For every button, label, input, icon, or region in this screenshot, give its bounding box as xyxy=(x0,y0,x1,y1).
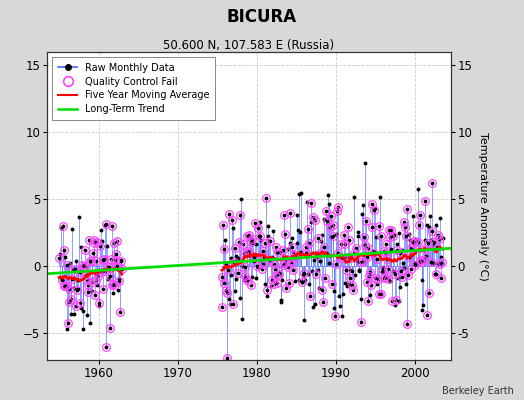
Legend: Raw Monthly Data, Quality Control Fail, Five Year Moving Average, Long-Term Tren: Raw Monthly Data, Quality Control Fail, … xyxy=(52,57,215,120)
Title: 50.600 N, 107.583 E (Russia): 50.600 N, 107.583 E (Russia) xyxy=(163,39,334,52)
Y-axis label: Temperature Anomaly (°C): Temperature Anomaly (°C) xyxy=(478,132,488,280)
Text: BICURA: BICURA xyxy=(227,8,297,26)
Text: Berkeley Earth: Berkeley Earth xyxy=(442,386,514,396)
